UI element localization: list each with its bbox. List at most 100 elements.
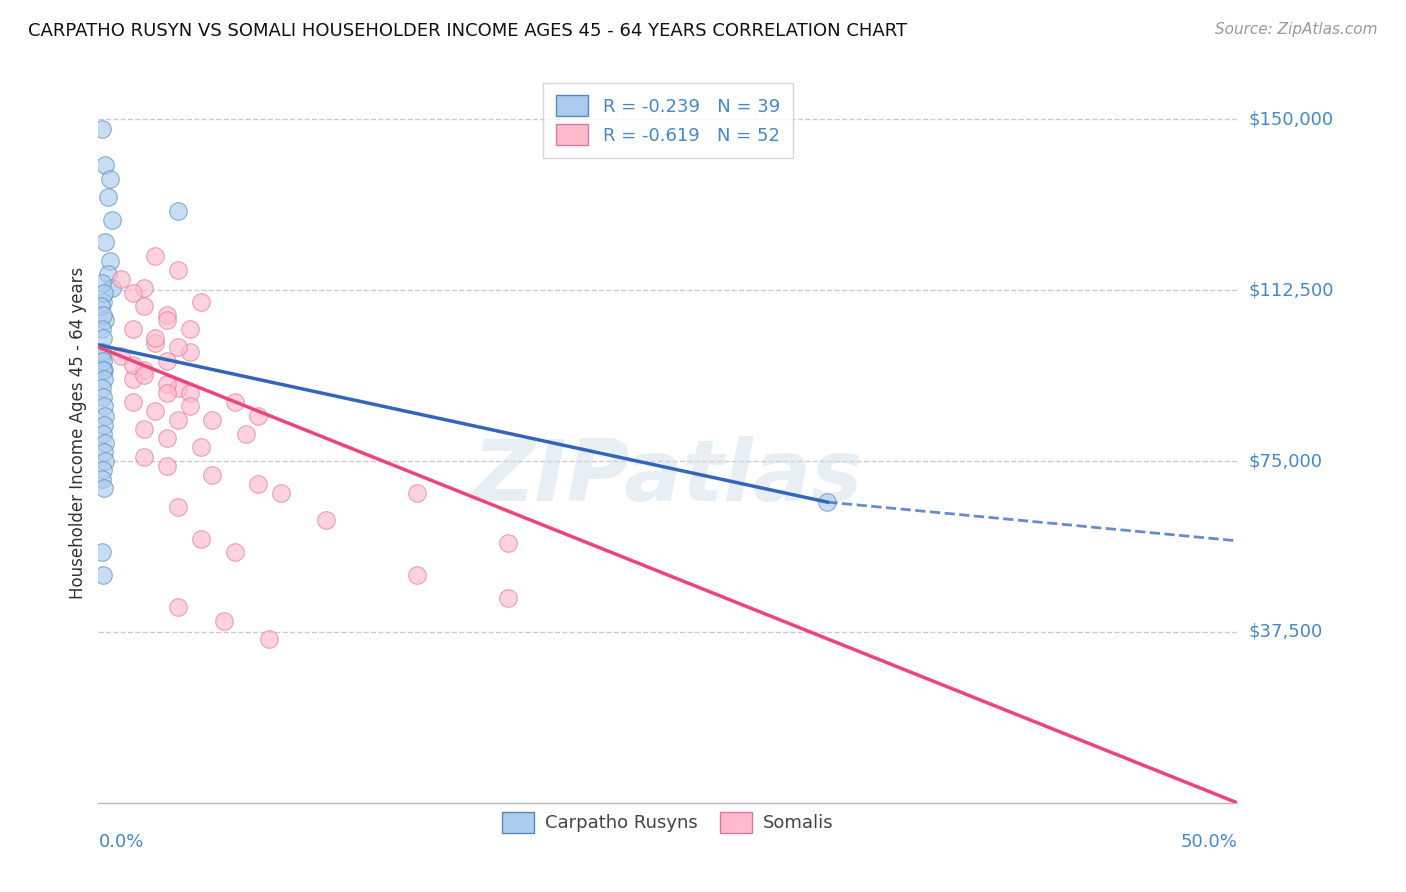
Point (235, 426, 257, 441)
Point (110, 349, 132, 363)
Point (93, 445, 115, 459)
Point (94, 435, 117, 450)
Point (90, 277, 112, 291)
Point (224, 545, 246, 559)
Text: ZIPatlas: ZIPatlas (472, 435, 863, 518)
Point (190, 294, 212, 309)
Point (96, 268, 118, 282)
Point (167, 599, 190, 614)
Point (190, 532, 212, 546)
Point (98, 171, 121, 186)
Point (94, 409, 117, 423)
Point (91, 426, 114, 441)
Point (406, 486, 429, 500)
Point (498, 591, 520, 605)
Point (93, 417, 115, 432)
Point (91, 390, 114, 404)
Point (156, 308, 179, 322)
Point (167, 262, 190, 277)
Point (167, 500, 190, 514)
Point (121, 322, 143, 336)
Point (94, 158, 117, 172)
Point (90, 121, 112, 136)
Point (101, 212, 124, 227)
Point (98, 253, 121, 268)
Point (132, 450, 155, 464)
Point (132, 368, 155, 382)
Point (224, 395, 246, 409)
Point (815, 495, 838, 509)
Point (156, 431, 179, 445)
Point (259, 632, 281, 646)
Point (90, 472, 112, 486)
Text: Source: ZipAtlas.com: Source: ZipAtlas.com (1215, 22, 1378, 37)
Point (90, 349, 112, 363)
Point (212, 614, 235, 628)
Point (167, 340, 190, 354)
Point (121, 395, 143, 409)
Point (110, 272, 132, 286)
Point (179, 400, 201, 414)
Point (93, 482, 115, 496)
Point (91, 308, 114, 322)
Point (145, 249, 167, 263)
Point (121, 285, 143, 300)
Point (179, 385, 201, 400)
Point (93, 400, 115, 414)
Text: $150,000: $150,000 (1249, 111, 1333, 128)
Point (121, 372, 143, 386)
Point (90, 381, 112, 395)
Text: CARPATHO RUSYN VS SOMALI HOUSEHOLDER INCOME AGES 45 - 64 YEARS CORRELATION CHART: CARPATHO RUSYN VS SOMALI HOUSEHOLDER INC… (28, 22, 907, 40)
Point (91, 294, 114, 309)
Text: $75,000: $75,000 (1249, 452, 1323, 470)
Point (201, 467, 224, 482)
Point (156, 354, 179, 368)
Point (90, 322, 112, 336)
Point (90, 545, 112, 559)
Point (93, 363, 115, 377)
Point (167, 413, 190, 427)
Point (246, 476, 269, 491)
Text: 0.0%: 0.0% (98, 833, 143, 851)
Point (145, 331, 167, 345)
Point (132, 281, 155, 295)
Point (101, 281, 124, 295)
Point (91, 568, 114, 582)
Point (498, 536, 520, 550)
Point (91, 363, 114, 377)
Point (94, 235, 117, 250)
Y-axis label: Householder Income Ages 45 - 64 years: Householder Income Ages 45 - 64 years (69, 267, 87, 599)
Point (179, 344, 201, 359)
Point (145, 335, 167, 350)
Point (201, 413, 224, 427)
Point (94, 313, 117, 327)
Point (91, 331, 114, 345)
Point (132, 299, 155, 313)
Point (156, 313, 179, 327)
Point (93, 372, 115, 386)
Point (406, 568, 429, 582)
Point (93, 285, 115, 300)
Point (90, 344, 112, 359)
Point (91, 354, 114, 368)
Text: 50.0%: 50.0% (1181, 833, 1237, 851)
Point (167, 203, 190, 218)
Point (91, 463, 114, 477)
Point (156, 458, 179, 473)
Point (145, 404, 167, 418)
Text: $37,500: $37,500 (1249, 623, 1323, 641)
Point (315, 513, 337, 527)
Point (90, 299, 112, 313)
Point (132, 363, 155, 377)
Point (94, 454, 117, 468)
Point (270, 486, 292, 500)
Point (156, 385, 179, 400)
Point (167, 381, 190, 395)
Point (246, 409, 269, 423)
Legend: Carpatho Rusyns, Somalis: Carpatho Rusyns, Somalis (494, 803, 842, 842)
Point (156, 376, 179, 391)
Point (96, 190, 118, 204)
Point (121, 359, 143, 373)
Point (190, 441, 212, 455)
Text: $112,500: $112,500 (1249, 281, 1334, 299)
